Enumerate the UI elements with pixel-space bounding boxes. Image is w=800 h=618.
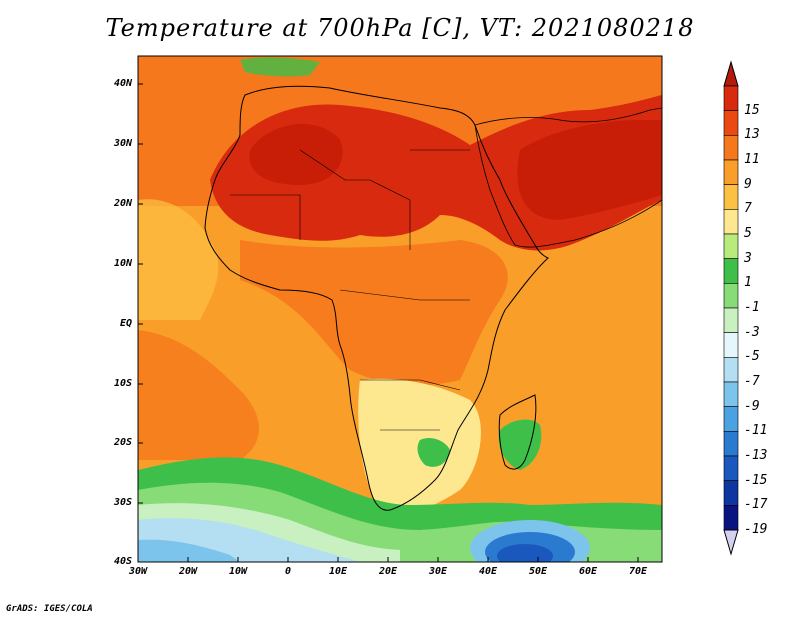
- colorbar-label: -9: [744, 398, 760, 414]
- lat-tick-label: EQ: [119, 318, 132, 329]
- colorbar-swatch: [723, 505, 739, 531]
- colorbar-bottom-arrow: [723, 529, 739, 556]
- lat-tick-label: 20N: [113, 198, 132, 209]
- colorbar-label: -7: [744, 374, 760, 389]
- lon-tick-label: 60E: [578, 566, 598, 577]
- west-sahara-hot-spot: [249, 123, 343, 185]
- lon-tick-label: 30E: [428, 566, 448, 577]
- colorbar-label: -11: [744, 423, 768, 439]
- colorbar-label: 9: [744, 176, 752, 192]
- lon-tick-label: 30W: [128, 566, 148, 577]
- lat-tick-label: 30N: [113, 138, 132, 149]
- lon-tick-label: 40E: [478, 566, 498, 577]
- colorbar-label: 5: [744, 226, 752, 241]
- lat-tick-label: 20S: [113, 437, 132, 448]
- southern-africa-cool-patch: [417, 438, 450, 467]
- colorbar-swatch: [723, 283, 739, 309]
- lat-tick-label: 10S: [113, 378, 132, 389]
- africa-coastline: [204, 85, 549, 511]
- credit-text: GrADS: IGES/COLA: [6, 604, 93, 614]
- colorbar-swatch: [723, 307, 739, 333]
- cold-low-core: [497, 544, 553, 562]
- central-africa-warm: [240, 240, 508, 386]
- colorbar-label: 11: [744, 152, 760, 167]
- lat-tick-label: 40N: [113, 78, 132, 89]
- lat-tick-label: 40S: [113, 556, 132, 567]
- colorbar-swatch: [723, 233, 739, 259]
- temperature-field: [138, 56, 662, 562]
- colorbar-label: 15: [744, 102, 760, 118]
- colorbar-label: 1: [744, 275, 752, 291]
- southern-cold-band-3: [138, 539, 240, 562]
- lon-tick-label: 10W: [228, 566, 248, 577]
- lat-tick-label: 30S: [113, 497, 132, 508]
- atlantic-cooler-area: [138, 199, 219, 320]
- south-atlantic-warm-patch: [138, 330, 259, 460]
- colorbar-swatch: [723, 110, 739, 136]
- colorbar-swatch: [723, 159, 739, 185]
- colorbar-label: -17: [744, 497, 768, 513]
- colorbar-label: 7: [744, 201, 752, 217]
- colorbar-swatch: [723, 431, 739, 457]
- colorbar-swatch: [723, 480, 739, 506]
- colorbar-label: -5: [744, 349, 760, 365]
- axis-ticks: [137, 83, 639, 563]
- lon-tick-label: 10E: [328, 566, 348, 577]
- colorbar-label: -19: [744, 522, 768, 537]
- colorbar-top-arrow: [723, 60, 739, 87]
- lat-tick-label: 10N: [113, 258, 132, 269]
- colorbar-label: -15: [744, 472, 768, 488]
- plot-frame: [137, 55, 663, 563]
- colorbar-label: 13: [744, 127, 760, 143]
- madagascar-coastline: [498, 394, 537, 470]
- country-borders: [230, 149, 470, 431]
- lon-tick-label: 70E: [628, 566, 648, 577]
- arabia-hot-spot: [517, 120, 662, 220]
- colorbar-swatch: [723, 209, 739, 235]
- colorbar-label: -13: [744, 448, 768, 463]
- arabia-coastline: [474, 107, 662, 248]
- colorbar-label: -3: [744, 324, 760, 340]
- colorbar-swatch: [723, 135, 739, 161]
- lon-tick-label: 50E: [528, 566, 548, 577]
- colorbar: [723, 60, 739, 556]
- colorbar-swatch: [723, 381, 739, 407]
- colorbar-swatch: [723, 357, 739, 383]
- map-title: Temperature at 700hPa [C], VT: 202108021…: [105, 14, 695, 42]
- colorbar-swatch: [723, 85, 739, 111]
- colorbar-swatch: [723, 406, 739, 432]
- lon-tick-label: 20W: [178, 566, 198, 577]
- lon-tick-label: 20E: [378, 566, 398, 577]
- colorbar-swatch: [723, 332, 739, 358]
- colorbar-label: 3: [744, 250, 752, 266]
- lon-tick-label: 0: [284, 566, 292, 577]
- europe-cool-patch: [240, 57, 320, 77]
- colorbar-swatch: [723, 455, 739, 481]
- colorbar-label: -1: [744, 300, 760, 315]
- madagascar-cool: [498, 419, 542, 470]
- colorbar-swatch: [723, 184, 739, 210]
- colorbar-swatch: [723, 258, 739, 284]
